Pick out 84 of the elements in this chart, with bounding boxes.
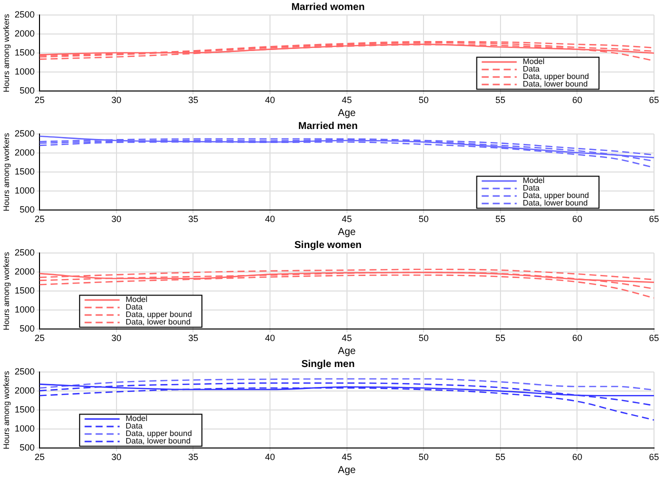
x-axis-title: Age	[338, 346, 356, 357]
legend-label: Data, upper bound	[522, 72, 590, 82]
x-tick-label: 65	[648, 95, 660, 106]
y-tick-label: 1000	[14, 66, 35, 77]
legend-label: Model	[126, 295, 148, 304]
x-tick-label: 40	[265, 214, 276, 224]
y-tick-label: 1000	[14, 424, 35, 434]
chart-title: Single women	[294, 240, 362, 251]
y-tick-label: 1500	[14, 166, 35, 177]
x-tick-label: 40	[265, 95, 276, 106]
y-tick-label: 500	[20, 324, 35, 334]
x-tick-label: 25	[34, 452, 45, 462]
x-tick-label: 50	[418, 452, 429, 462]
x-tick-label: 45	[342, 214, 352, 224]
legend-label: Data	[126, 302, 144, 312]
x-axis-title: Age	[338, 464, 356, 476]
y-tick-label: 2000	[14, 266, 35, 277]
x-tick-label: 60	[572, 95, 582, 106]
legend-label: Data, upper bound	[126, 429, 192, 438]
x-tick-label: 45	[342, 95, 352, 106]
y-tick-label: 500	[20, 86, 35, 96]
legend-label: Model	[522, 57, 545, 66]
legend-label: Data	[522, 64, 540, 74]
y-tick-label: 1500	[14, 48, 35, 58]
x-tick-label: 65	[648, 452, 660, 462]
x-tick-label: 25	[34, 214, 45, 224]
y-tick-label: 2500	[14, 9, 35, 20]
x-tick-label: 60	[572, 333, 582, 344]
x-axis-title: Age	[338, 108, 356, 119]
x-tick-label: 35	[188, 214, 198, 224]
x-tick-label: 65	[648, 214, 660, 224]
legend-label: Data, upper bound	[126, 310, 192, 320]
x-tick-label: 50	[418, 95, 429, 106]
x-tick-label: 50	[418, 333, 429, 344]
x-axis-title: Age	[338, 226, 356, 238]
y-axis-title: Hours among workers	[2, 370, 12, 450]
x-tick-label: 30	[111, 214, 122, 224]
x-tick-label: 55	[495, 214, 506, 224]
x-tick-label: 25	[34, 333, 45, 344]
y-axis-title: Hours among workers	[2, 14, 12, 92]
y-tick-label: 2000	[14, 386, 35, 396]
x-tick-label: 30	[111, 333, 122, 344]
y-tick-label: 2500	[14, 128, 35, 138]
y-tick-label: 500	[20, 442, 35, 453]
x-tick-label: 35	[188, 333, 198, 344]
legend-label: Data, lower bound	[522, 198, 588, 208]
x-tick-label: 25	[34, 95, 45, 106]
chart-title: Single men	[301, 358, 355, 370]
x-tick-label: 40	[265, 333, 276, 344]
y-tick-label: 1000	[14, 304, 35, 315]
x-tick-label: 50	[418, 214, 429, 224]
y-tick-label: 1500	[14, 404, 35, 415]
legend-label: Data, upper bound	[522, 191, 590, 200]
x-tick-label: 35	[188, 452, 198, 462]
x-tick-label: 40	[265, 452, 276, 462]
legend-label: Data	[126, 422, 144, 431]
chart-title: Married women	[291, 2, 365, 13]
legend-label: Data, lower bound	[126, 318, 191, 327]
x-tick-label: 60	[572, 214, 582, 224]
x-tick-label: 55	[495, 95, 506, 106]
x-tick-label: 45	[342, 333, 352, 344]
x-tick-label: 45	[342, 452, 352, 462]
y-axis-title: Hours among workers	[2, 132, 12, 212]
y-tick-label: 2000	[14, 148, 35, 158]
chart-title: Married men	[298, 120, 358, 132]
legend-label: Model	[126, 414, 148, 424]
x-tick-label: 30	[111, 95, 122, 106]
y-axis-title: Hours among workers	[2, 252, 12, 330]
y-tick-label: 2500	[14, 366, 35, 376]
y-tick-label: 500	[20, 204, 35, 215]
x-tick-label: 30	[111, 452, 122, 462]
legend-label: Model	[522, 176, 545, 186]
x-tick-label: 55	[495, 333, 506, 344]
x-tick-label: 65	[648, 333, 660, 344]
x-tick-label: 60	[572, 452, 582, 462]
legend-label: Data, lower bound	[126, 436, 191, 446]
y-tick-label: 2500	[14, 247, 35, 258]
x-tick-label: 55	[495, 452, 506, 462]
y-tick-label: 1000	[14, 186, 35, 196]
legend-label: Data, lower bound	[522, 80, 588, 89]
legend-label: Data	[522, 184, 540, 193]
y-tick-label: 1500	[14, 286, 35, 296]
x-tick-label: 35	[188, 95, 198, 106]
y-tick-label: 2000	[14, 28, 35, 39]
